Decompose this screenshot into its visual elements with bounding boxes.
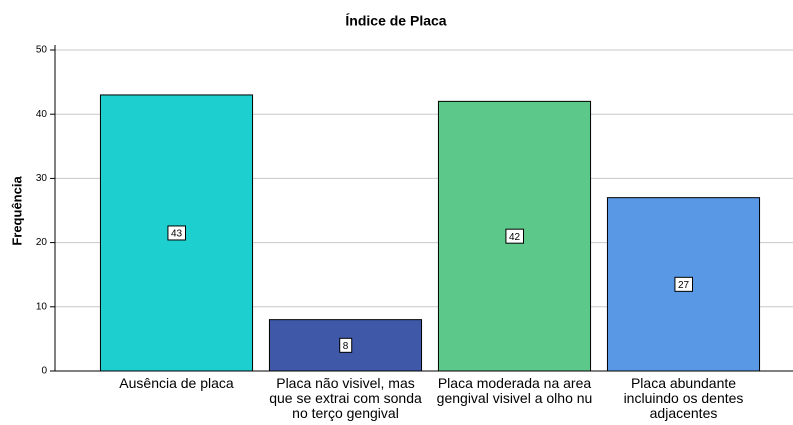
value-label-box — [674, 276, 693, 292]
value-label: 42 — [509, 232, 521, 243]
chart-title: Índice de Placa — [345, 13, 446, 29]
x-tick-label: Placa não visivel, mas que se extrai com… — [269, 376, 422, 421]
value-label-box — [339, 337, 353, 353]
y-tick-label: 20 — [36, 237, 48, 248]
y-tick-label: 10 — [36, 301, 48, 312]
y-tick-label: 30 — [36, 173, 48, 184]
y-tick-label: 0 — [41, 366, 47, 377]
y-tick-label: 50 — [36, 45, 48, 56]
value-label-box — [167, 225, 186, 241]
x-tick-label-box: Placa moderada na area gengival visivel … — [436, 376, 593, 406]
y-tick-label: 40 — [36, 109, 48, 120]
value-label-box — [505, 228, 524, 244]
x-tick-label: Placa abundante incluindo os dentes adja… — [623, 376, 744, 421]
value-label: 43 — [171, 229, 183, 240]
x-tick-label: Placa moderada na area gengival visivel … — [436, 376, 593, 406]
value-label: 27 — [678, 280, 690, 291]
y-axis-label: Frequência — [9, 176, 24, 246]
x-tick-label-box: Placa abundante incluindo os dentes adja… — [623, 376, 744, 421]
value-label: 8 — [343, 341, 349, 352]
x-tick-label-box: Placa não visivel, mas que se extrai com… — [269, 376, 422, 421]
x-tick-label: Ausência de placa — [119, 376, 234, 391]
x-tick-label-box: Ausência de placa — [119, 376, 234, 391]
